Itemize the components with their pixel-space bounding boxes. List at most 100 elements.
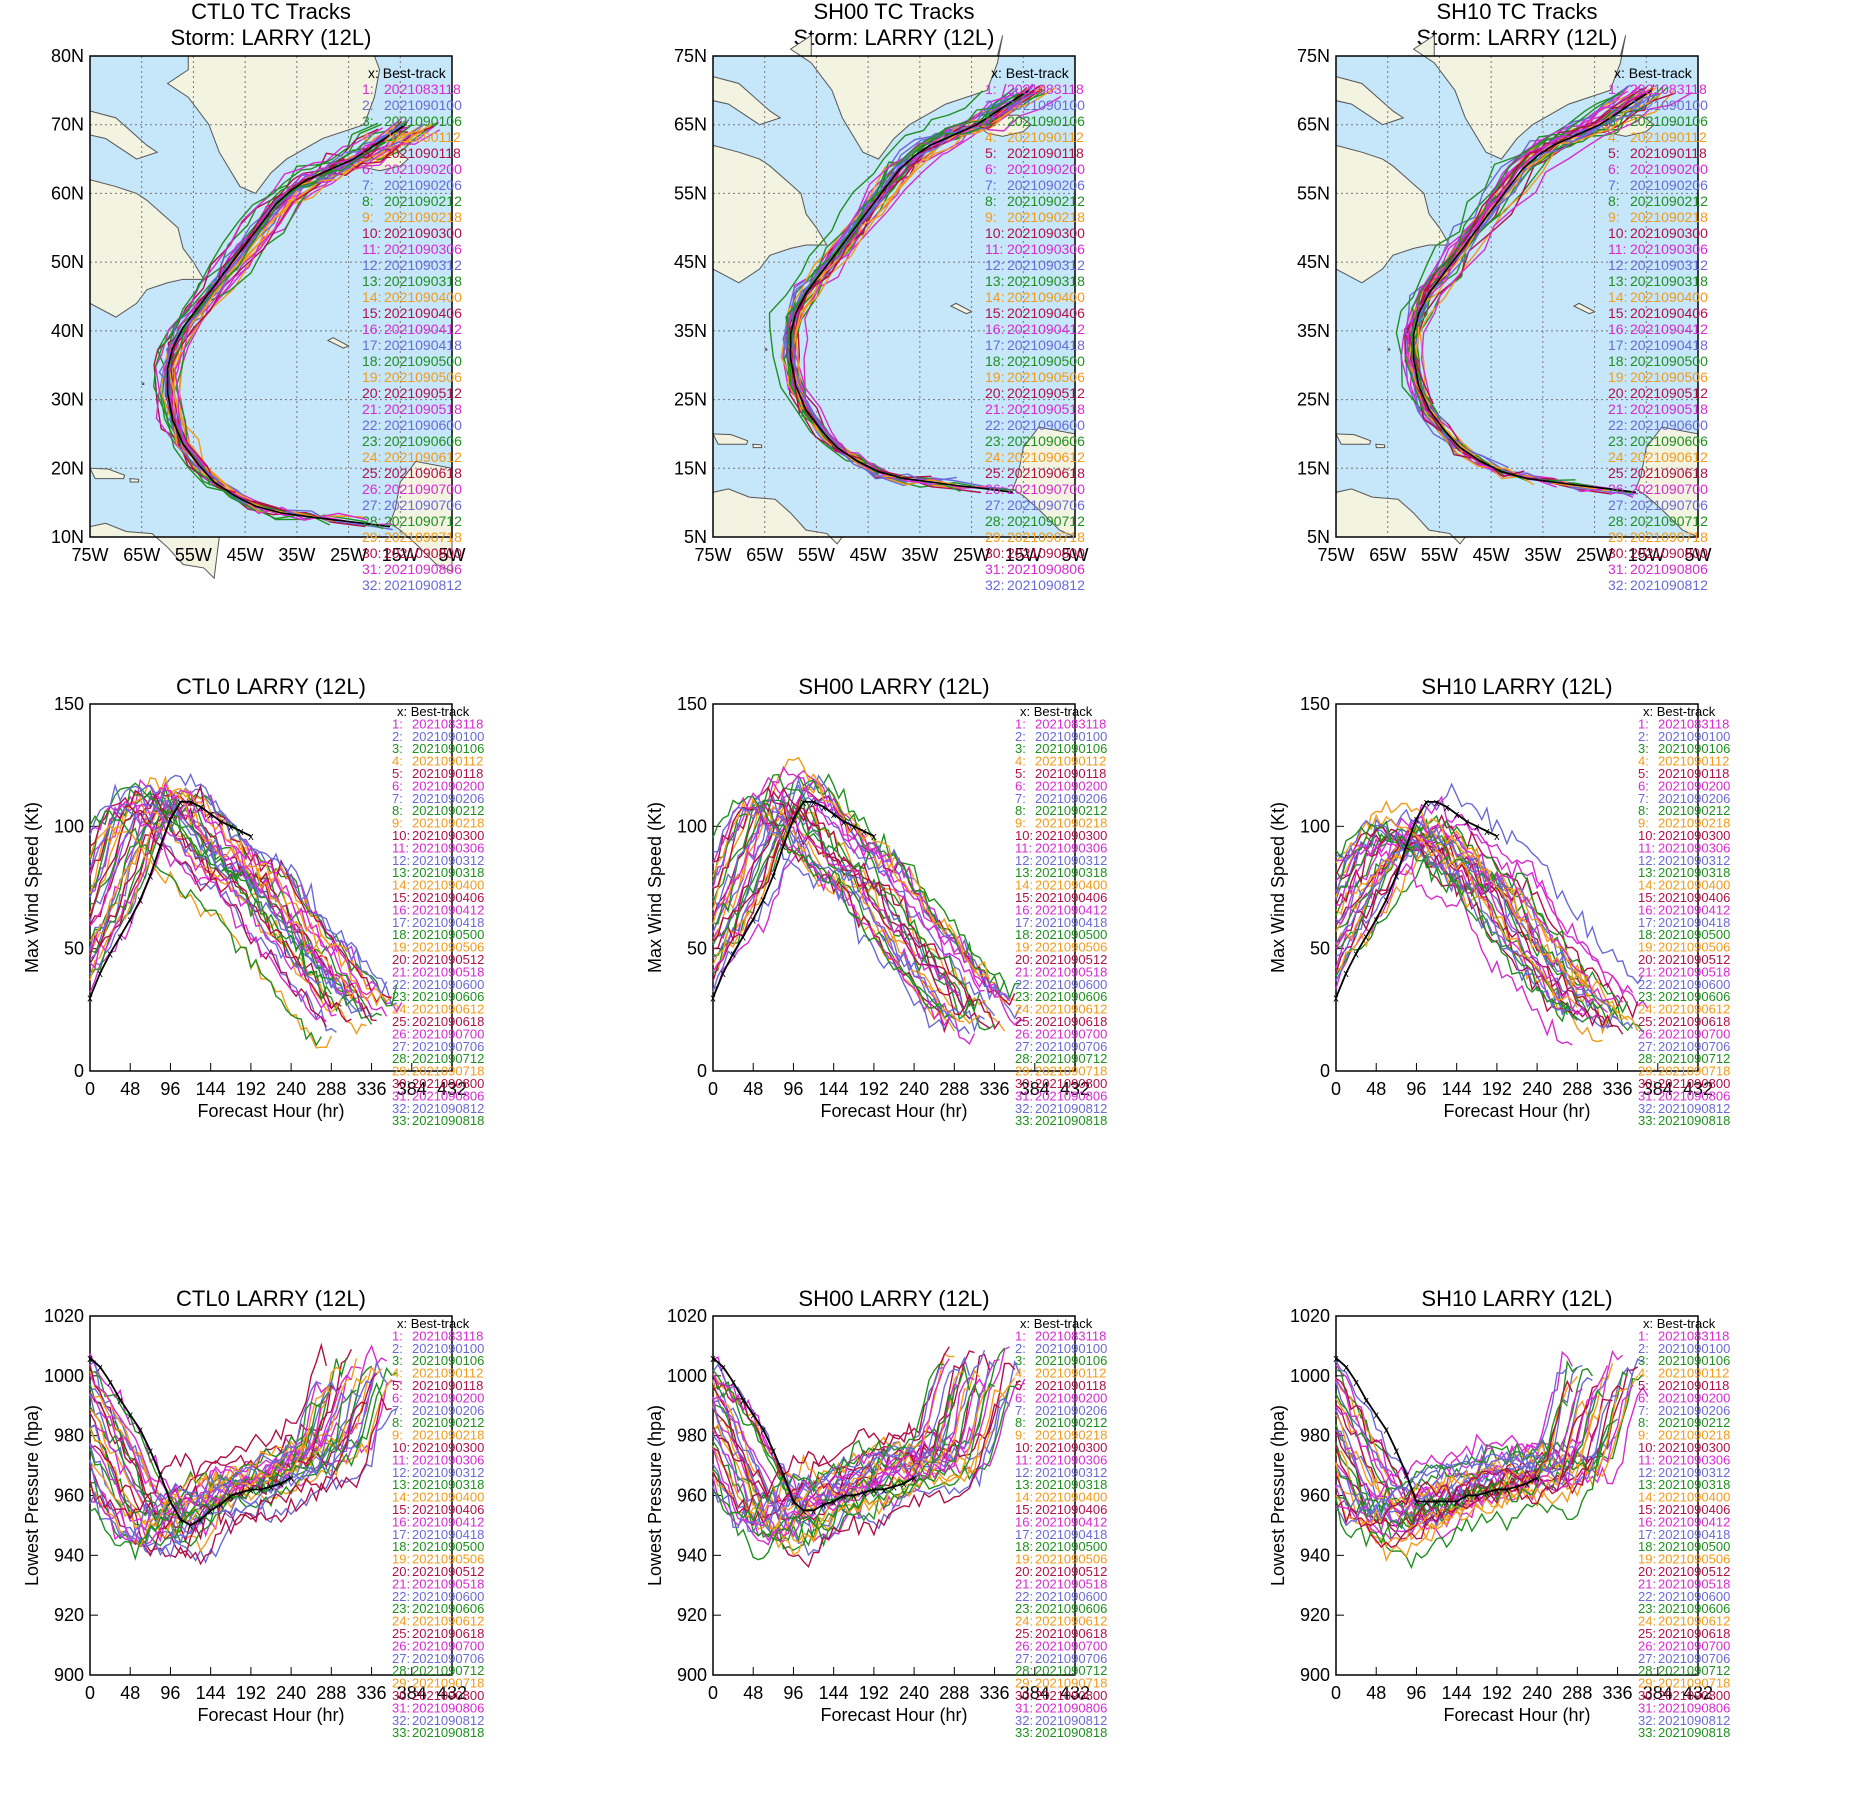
legend-index: 18:: [1608, 353, 1627, 369]
legend-index: 24:: [392, 1614, 410, 1629]
legend-index: 27:: [1015, 1039, 1033, 1054]
legend-index: 25:: [1638, 1014, 1656, 1029]
legend-date: 2021090406: [1658, 1502, 1730, 1517]
legend-date: 2021090700: [384, 481, 462, 497]
legend-index: 23:: [1015, 1601, 1033, 1616]
legend-date: 2021090406: [1007, 305, 1085, 321]
legend-index: 20:: [1015, 1564, 1033, 1579]
member-series-line: [89, 781, 378, 996]
legend-date: 2021090218: [384, 209, 462, 225]
legend-index: 24:: [1015, 1614, 1033, 1629]
legend-date: 2021090812: [384, 577, 462, 593]
chart-panel-pressure-sh00: SH00 LARRY (12L) 0 48 96 144 192 240 288 336 384 4…: [645, 1286, 1107, 1740]
legend-index: 10:: [362, 225, 381, 241]
legend-date: 2021090100: [412, 1341, 484, 1356]
legend-index: 30:: [1608, 545, 1627, 561]
member-series-line: [712, 1368, 960, 1533]
legend-index: 16:: [1608, 321, 1627, 337]
legend-index: 29:: [1638, 1676, 1656, 1691]
x-tick-label: 288: [939, 1079, 969, 1099]
legend-index: 5:: [392, 766, 403, 781]
legend-date: 2021090412: [412, 902, 484, 917]
best-track-point: x: [208, 1505, 214, 1517]
member-series-line: [712, 1392, 955, 1561]
legend-index: 8:: [1638, 803, 1649, 818]
legend-index: 19:: [1608, 369, 1627, 385]
best-track-point: x: [901, 1479, 907, 1491]
legend-date: 2021090112: [384, 129, 461, 145]
legend-date: 2021090706: [1658, 1039, 1730, 1054]
legend-date: 2021090200: [1007, 161, 1085, 177]
x-tick-label: 144: [196, 1079, 226, 1099]
legend-index: 23:: [1608, 433, 1627, 449]
x-tick-label: 48: [120, 1079, 140, 1099]
y-tick-label: 50: [687, 939, 707, 959]
x-tick-label: 384: [1643, 1683, 1673, 1703]
member-series-line: [712, 1376, 975, 1542]
legend-index: 2:: [392, 729, 403, 744]
x-tick-label: 384: [397, 1079, 427, 1099]
best-track-point: x: [811, 797, 817, 809]
legend-date: 2021090118: [384, 145, 461, 161]
legend-date: 2021090400: [412, 878, 484, 893]
y-tick-label: 30N: [51, 390, 84, 410]
legend-index: 27:: [392, 1651, 410, 1666]
legend-index: 3:: [362, 113, 374, 129]
chart-title: SH00 LARRY (12L): [798, 1286, 989, 1311]
legend-date: 2021090712: [384, 513, 462, 529]
legend-index: 9:: [1015, 1428, 1026, 1443]
y-tick-label: 50N: [51, 252, 84, 272]
best-track-point: x: [871, 831, 877, 843]
legend-date: 2021090706: [1035, 1651, 1107, 1666]
legend-index: 26:: [1015, 1026, 1033, 1041]
legend-index: 23:: [392, 1601, 410, 1616]
plot-frame: [89, 55, 453, 538]
legend-date: 2021090612: [1007, 449, 1085, 465]
legend-date: 2021090812: [1007, 577, 1085, 593]
x-axis-label: Forecast Hour (hr): [1443, 1101, 1590, 1121]
legend-date: 2021090512: [412, 1564, 484, 1579]
legend-date: 2021090206: [412, 1403, 484, 1418]
legend-date: 2021090200: [1630, 161, 1708, 177]
legend-date: 2021090800: [384, 545, 462, 561]
legend-date: 2021090112: [412, 1366, 483, 1381]
legend-date: 2021090318: [1007, 273, 1085, 289]
legend-index: 7:: [1015, 1403, 1026, 1418]
legend-date: 2021090312: [1035, 1465, 1107, 1480]
best-track-point: x: [1404, 841, 1410, 853]
legend-index: 24:: [1638, 1614, 1656, 1629]
x-tick-label: 5W: [1062, 545, 1089, 565]
x-tick-label: 0: [85, 1683, 95, 1703]
legend-index: 5:: [1015, 766, 1026, 781]
x-tick-label: 55W: [175, 545, 212, 565]
legend-index: 15:: [1015, 1502, 1033, 1517]
x-tick-label: 96: [1406, 1079, 1426, 1099]
y-axis-label: Max Wind Speed (Kt): [22, 802, 42, 973]
best-track-point: x: [761, 895, 767, 907]
legend-index: 12:: [985, 257, 1004, 273]
legend-index: 12:: [1015, 1465, 1033, 1480]
legend-index: 9:: [1608, 209, 1620, 225]
legend-index: 1:: [1638, 1328, 1649, 1343]
legend-index: 11:: [1638, 840, 1655, 855]
best-track-point: x: [138, 1425, 144, 1437]
legend-index: 22:: [1638, 977, 1656, 992]
x-tick-label: 48: [1366, 1683, 1386, 1703]
best-track-point: x: [178, 797, 184, 809]
legend-index: 2:: [362, 97, 374, 113]
member-series-line: [89, 808, 352, 1023]
legend-index: 32:: [985, 577, 1004, 593]
member-series-line: [712, 804, 950, 1034]
x-tick-label: 0: [85, 1079, 95, 1099]
legend-index: 7:: [392, 791, 403, 806]
legend-index: 28:: [1638, 1051, 1656, 1066]
legend-index: 17:: [1608, 337, 1627, 353]
legend-date: 2021090418: [1658, 1527, 1730, 1542]
legend-date: 2021090800: [1035, 1688, 1107, 1703]
member-series-line: [712, 1363, 945, 1523]
legend-index: 32:: [392, 1101, 410, 1116]
x-axis-label: Forecast Hour (hr): [820, 1101, 967, 1121]
